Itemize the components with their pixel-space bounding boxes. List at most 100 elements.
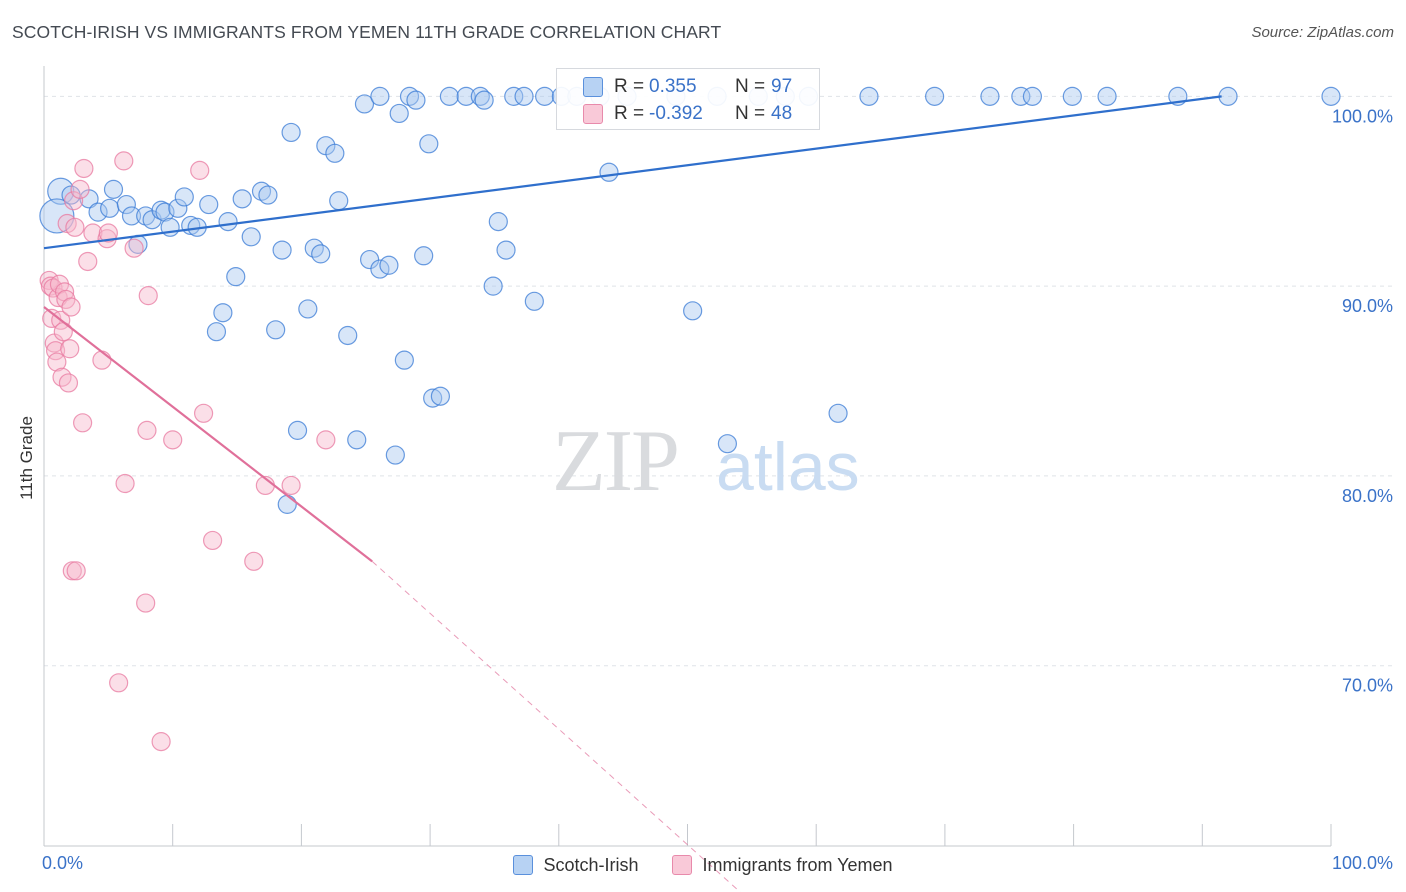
scotch-irish-point [683,301,703,321]
stats-row-yemen: R = -0.392 N = 48 [557,100,821,128]
scotch-irish-point [385,445,405,465]
scotch-irish-point [226,267,246,287]
stats-row-scotch-irish: R = 0.355 N = 97 [557,73,821,101]
yemen-point [138,286,158,306]
scotch-irish-point [311,244,331,264]
scotch-irish-point [287,420,308,440]
r-label: R = [614,76,645,97]
scotch-irish-point [504,86,524,106]
scotch-irish-point [1022,86,1043,106]
chart-source: Source: ZipAtlas.com [1251,24,1394,41]
scotch-irish-point [483,276,503,296]
scotch-irish-point [100,198,120,218]
yemen-point [47,352,67,372]
scotch-irish-point [298,299,318,319]
y-tick-label: 70.0% [1342,676,1393,696]
yemen-point [65,217,85,237]
yemen-point [136,593,156,613]
scotch-irish-point [430,386,450,406]
n-value: 48 [771,103,793,124]
scotch-irish-point [488,212,508,232]
stats-swatch-pink [583,104,603,124]
scotch-irish-point [379,255,399,275]
scotch-irish-point [1321,86,1341,106]
yemen-point [78,251,98,272]
scotch-irish-point [414,246,434,266]
scotch-irish-point [121,206,142,226]
yemen-point [163,430,183,450]
n-label: N = [735,76,766,97]
x-tick-label: 100.0% [1332,853,1393,873]
scotch-irish-point [370,86,390,106]
trend-layer [43,95,1222,892]
yemen-point [92,350,112,370]
r-label: R = [614,103,645,124]
yemen-point [124,238,144,258]
scotch-irish-point [1097,86,1117,106]
scotch-irish-point [325,143,345,163]
stats-box: R = 0.355 N = 97 R = -0.392 N = 48 [556,68,820,130]
yemen-point [115,473,135,494]
stats-swatch-blue [583,77,603,97]
yemen-point [137,420,157,440]
scotch-irish-point [206,322,227,342]
scotch-irish-point [1062,86,1082,106]
scotch-irish-point [828,403,848,423]
legend-item-scotch-irish[interactable]: Scotch-Irish [513,855,638,876]
scotch-irish-point [329,191,349,211]
scotch-irish-point [717,434,737,454]
scotch-irish-point [980,86,1000,106]
yemen-point [74,158,94,179]
scotch-irish-point [103,179,124,199]
yemen-point [58,373,79,393]
r-value: -0.392 [649,103,703,124]
yemen-point [60,339,80,359]
scotch-irish-point [524,291,544,311]
scotch-irish-point [258,185,278,205]
scotch-irish-point [474,90,494,110]
scotch-irish-point [39,198,75,234]
scotch-irish-point [394,350,414,370]
scotch-irish-point [347,430,367,450]
yemen-point [61,297,81,317]
legend-item-yemen[interactable]: Immigrants from Yemen [672,855,893,876]
chart-legend: Scotch-Irish Immigrants from Yemen [0,852,1406,878]
legend-swatch-pink [672,855,693,875]
scotch-irish-point [456,86,476,106]
scotch-irish-point [218,212,238,232]
scotch-irish-point [338,325,358,346]
scotch-irish-point [423,388,443,408]
watermark: ZIP atlas [552,413,860,510]
grid-layer [44,95,1394,667]
scotch-irish-point [859,86,879,106]
scotch-irish-point [470,86,490,106]
scotch-irish-point [535,86,555,106]
points-layer [39,86,1341,752]
yemen-point [64,191,84,211]
scotch-irish-point [925,86,945,106]
yemen-point [53,322,73,342]
n-label: N = [735,103,766,124]
scotch-irish-point [232,189,252,209]
scotch-irish-point [174,187,194,207]
watermark-zip: ZIP [552,413,678,510]
yemen-point [193,403,214,423]
scotch-irish-point [155,202,175,222]
scotch-irish-point [599,162,619,182]
scotch-irish-point [241,227,261,247]
scotch-irish-point [496,240,516,260]
axes-layer: 100.0% 90.0% 80.0% 70.0% 0.0% 100.0% [42,66,1393,873]
yemen-point [98,223,118,243]
yemen-point [114,151,134,171]
yemen-trend-line-extension [371,560,741,892]
scotch-irish-point [277,494,297,514]
scotch-irish-point [354,94,375,114]
scotch-irish-point [266,320,286,340]
scotch-irish-point [389,103,409,124]
yemen-point [66,561,86,581]
scotch-irish-point [419,134,439,154]
yemen-point [190,160,210,180]
scotch-irish-point [199,194,219,215]
yemen-point [244,551,264,571]
